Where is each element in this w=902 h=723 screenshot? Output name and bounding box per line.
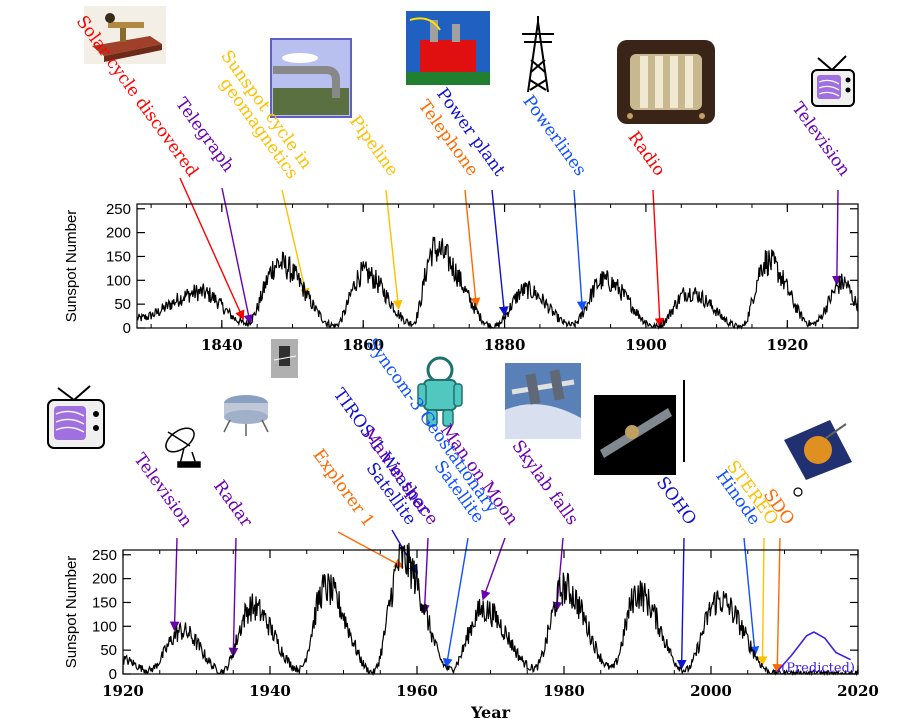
event-arrow-pipeline — [385, 189, 403, 311]
event-arrow-telephone — [464, 189, 481, 308]
x-tick-label: 1860 — [342, 336, 384, 354]
weather-satellite-icon — [223, 395, 269, 436]
plot-frame-top — [136, 203, 859, 329]
event-label-line: Radio — [624, 128, 670, 180]
predicted-series — [776, 631, 851, 673]
television-icon-bottom — [47, 385, 105, 449]
pipeline-icon — [270, 38, 352, 118]
x-tick-label: 2000 — [690, 682, 732, 700]
power-tower-icon — [522, 16, 554, 93]
y-axis-label-bottom: Sunspot Number — [63, 556, 80, 669]
event-label-radar: Radar — [209, 477, 257, 532]
y-tick-label: 150 — [92, 594, 117, 611]
event-arrow-television — [169, 537, 180, 632]
event-arrow-television — [831, 189, 842, 286]
x-tick-label: 1940 — [249, 682, 291, 700]
x-tick-label: 2020 — [837, 682, 879, 700]
event-label-line: Powerlines — [519, 92, 591, 180]
event-arrow-syncom-3-geostationary-satellite — [442, 537, 469, 669]
x-tick-label: 1920 — [766, 336, 808, 354]
y-tick-label: 0 — [109, 666, 117, 683]
event-label-powerlines: Powerlines — [519, 92, 591, 180]
y-tick-label: 50 — [100, 642, 117, 659]
x-tick-label: 1880 — [484, 336, 526, 354]
television-icon-top — [811, 55, 855, 107]
event-arrow-radar — [228, 537, 239, 658]
event-label-line: Pipeline — [345, 112, 402, 180]
event-label-line: SOHO — [652, 473, 700, 529]
event-arrow-man-in-space — [419, 537, 430, 615]
predicted-label: (Predicted) — [781, 661, 855, 676]
event-label-soho: SOHO — [652, 473, 700, 529]
y-axis-label-top: Sunspot Number — [63, 210, 80, 323]
telegraph-icon — [84, 6, 166, 64]
event-label-line: Television — [787, 99, 854, 180]
y-tick-label: 100 — [92, 618, 117, 635]
radio-icon — [617, 40, 715, 124]
event-arrow-telegraph — [221, 187, 254, 325]
event-label-line: Explorer 1 — [308, 445, 378, 530]
x-tick-label: 1920 — [102, 682, 144, 700]
event-label-line: Radar — [209, 477, 257, 532]
y-tick-label: 100 — [106, 272, 131, 289]
x-tick-label: 1980 — [543, 682, 585, 700]
x-tick-label: 1900 — [625, 336, 667, 354]
y-tick-label: 50 — [114, 296, 131, 313]
radar-icon — [165, 427, 201, 468]
event-arrow-sdo — [772, 537, 783, 674]
event-arrow-power-plant — [491, 189, 509, 317]
astronaut-icon — [417, 356, 463, 427]
x-tick-label: 1960 — [396, 682, 438, 700]
x-axis-label: Year — [470, 703, 511, 722]
skylab-icon — [505, 363, 581, 439]
event-label-pipeline: Pipeline — [345, 112, 402, 180]
event-label-explorer-1: Explorer 1 — [308, 445, 378, 530]
event-label-radio: Radio — [624, 128, 670, 180]
y-tick-label: 250 — [92, 547, 117, 564]
x-tick-label: 1840 — [201, 336, 243, 354]
event-arrow-sunspot-cycle-in-geomagnetics — [281, 189, 310, 299]
satellite-icon — [271, 339, 298, 378]
event-arrow-hinode — [743, 537, 760, 657]
sunspot-series-top — [136, 236, 859, 331]
y-tick-label: 250 — [106, 201, 131, 218]
y-tick-label: 200 — [106, 225, 131, 242]
y-tick-label: 150 — [106, 248, 131, 265]
event-arrow-radio — [652, 189, 665, 328]
event-arrow-explorer-1 — [337, 531, 405, 568]
event-arrow-soho — [676, 537, 687, 670]
event-label-television: Television — [787, 99, 854, 180]
power-plant-icon — [406, 11, 490, 85]
sunspot-series-bottom — [122, 542, 859, 677]
y-tick-label: 0 — [123, 320, 131, 337]
y-tick-label: 200 — [92, 571, 117, 588]
event-arrow-solar-cycle-discovered — [179, 177, 245, 321]
event-arrow-stereo — [757, 537, 768, 667]
event-arrow-man-on-moon — [481, 537, 506, 601]
space-telescope-icon — [594, 380, 685, 475]
solar-probe-icon — [784, 420, 852, 497]
event-arrow-powerlines — [573, 189, 587, 312]
